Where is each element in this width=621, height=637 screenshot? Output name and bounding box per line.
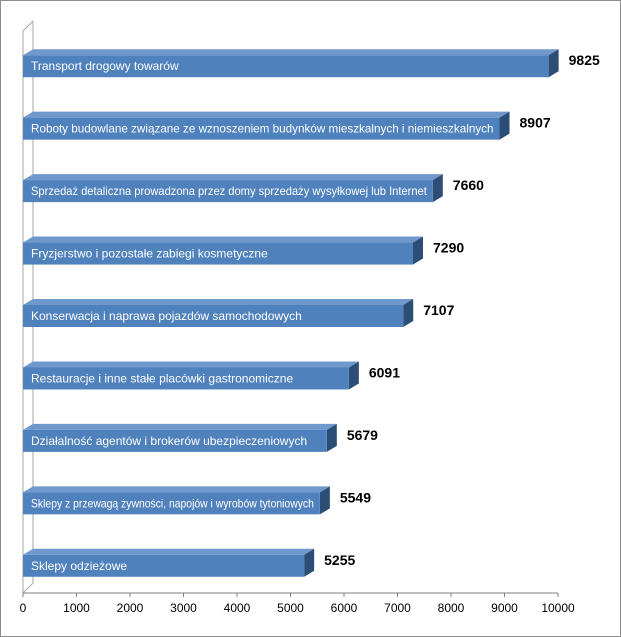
- bar-value-label: 5255: [324, 552, 355, 568]
- bar-group: Fryzjerstwo i pozostałe zabiegi kosmetyc…: [23, 236, 464, 265]
- bar-side-face: [548, 49, 559, 78]
- bar-group: Sklepy z przewagą żywności, napojów i wy…: [23, 486, 371, 515]
- bar-top-face: [23, 486, 330, 493]
- bar: [23, 492, 320, 515]
- bar-side-face: [319, 486, 330, 515]
- bar: [23, 429, 327, 452]
- bar-value-label: 8907: [520, 115, 551, 131]
- bar-value-label: 9825: [569, 52, 600, 68]
- x-tick-label: 1000: [63, 601, 90, 615]
- bar: [23, 117, 500, 140]
- bar-category-label: Sklepy odzieżowe: [31, 559, 127, 573]
- bar-side-face: [403, 299, 414, 327]
- bar-group: Restauracje i inne stałe placówki gastro…: [23, 361, 400, 390]
- x-tick-label: 4000: [224, 601, 251, 615]
- bar-group: Transport drogowy towarów 9825: [23, 49, 600, 78]
- bar-top-face: [23, 299, 414, 305]
- bar-side-face: [413, 236, 424, 265]
- bar: [23, 554, 305, 577]
- bar-category-label: Transport drogowy towarów: [31, 59, 179, 73]
- bar-value-label: 7107: [423, 302, 454, 318]
- bar-side-face: [326, 423, 337, 452]
- bar-value-label: 5679: [347, 427, 378, 443]
- bar: [23, 242, 414, 265]
- bar-top-face: [23, 236, 424, 243]
- x-tick-label: 5000: [277, 601, 304, 615]
- bar-category-label: Fryzjerstwo i pozostałe zabiegi kosmetyc…: [31, 247, 268, 261]
- bar-category-label: Sklepy z przewagą żywności, napojów i wy…: [31, 496, 314, 510]
- x-tick-label: 0: [20, 601, 27, 615]
- bar-value-label: 7290: [433, 240, 464, 256]
- bar-category-label: Restauracje i inne stałe placówki gastro…: [31, 371, 293, 385]
- wall-bottom-edge: [22, 582, 34, 594]
- bar-top-face: [23, 361, 359, 368]
- bar-group: Roboty budowlane związane ze wznoszeniem…: [23, 111, 551, 140]
- bar-group: Działalność agentów i brokerów ubezpiecz…: [23, 423, 378, 452]
- bar-side-face: [432, 174, 443, 203]
- bar-group: Sklepy odzieżowe 5255: [23, 548, 356, 577]
- bar: [23, 367, 349, 390]
- bar-top-face: [23, 548, 315, 555]
- bar-top-face: [23, 49, 559, 56]
- bar-category-label: Sprzedaż detaliczna prowadzona przez dom…: [31, 184, 427, 198]
- x-tick-label: 3000: [170, 601, 197, 615]
- bar-top-face: [23, 423, 337, 430]
- x-tick-label: 7000: [384, 601, 411, 615]
- x-tick-label: 6000: [331, 601, 358, 615]
- bar-value-label: 5549: [340, 489, 371, 505]
- x-tick-label: 9000: [491, 601, 518, 615]
- x-axis: 0 1000 2000 3000 4000 5000 6000 7000 8000 9000 100…: [20, 592, 575, 615]
- bar-category-label: Roboty budowlane związane ze wznoszeniem…: [31, 122, 494, 136]
- bar-value-label: 7660: [453, 177, 484, 193]
- bar-group: Sprzedaż detaliczna prowadzona przez dom…: [23, 174, 484, 203]
- bar-category-label: Konserwacja i naprawa pojazdów samochodo…: [31, 309, 302, 323]
- bars-group: Transport drogowy towarów 9825 Roboty budo…: [23, 49, 600, 577]
- x-tick-label: 10000: [541, 601, 575, 615]
- bar-group: Konserwacja i naprawa pojazdów samochodo…: [23, 299, 455, 327]
- bar: [23, 55, 549, 78]
- bar: [23, 305, 404, 327]
- bar-category-label: Działalność agentów i brokerów ubezpiecz…: [31, 434, 307, 448]
- bar-side-face: [304, 548, 315, 577]
- x-tick-label: 2000: [117, 601, 144, 615]
- wall-top-edge: [22, 20, 34, 32]
- bar-top-face: [23, 111, 510, 118]
- bar-value-label: 6091: [369, 364, 400, 380]
- bar-side-face: [499, 111, 510, 140]
- x-tick-label: 8000: [438, 601, 465, 615]
- bar: [23, 180, 433, 203]
- bar-top-face: [23, 174, 443, 181]
- bar-side-face: [348, 361, 359, 390]
